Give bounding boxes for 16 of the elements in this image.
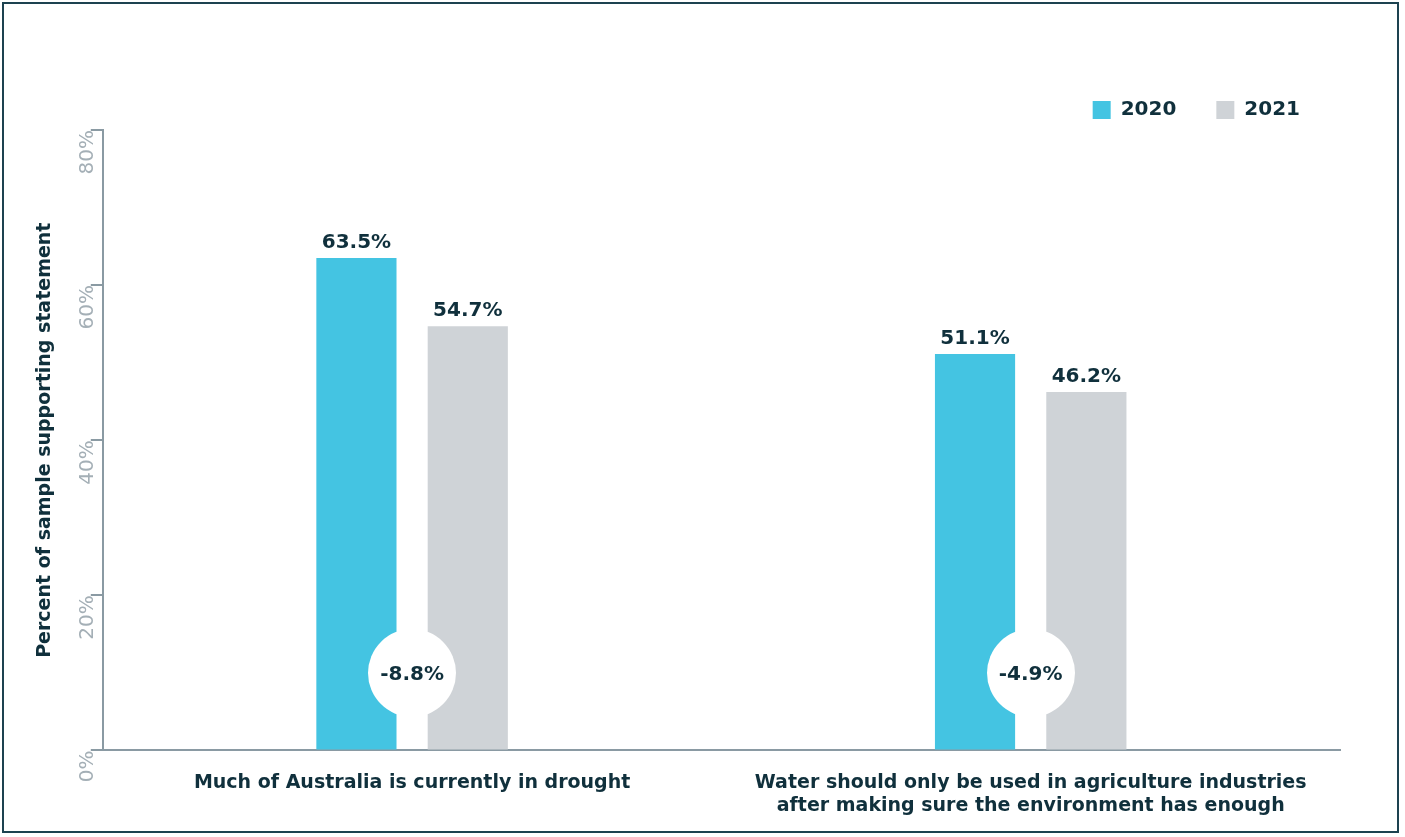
data-label: 51.1% bbox=[940, 325, 1010, 350]
y-tick-label: 60% bbox=[74, 285, 98, 330]
annotation: -4.9% bbox=[998, 660, 1063, 685]
y-tick-label: 20% bbox=[74, 595, 98, 640]
data-label: 63.5% bbox=[321, 229, 392, 254]
legend-label: 2021 bbox=[1244, 96, 1301, 121]
y-axis-title: Percent of sample supporting statement bbox=[32, 222, 55, 658]
x-tick-label: Water should only be used in agriculture industries after making sure the environment has enough bbox=[754, 769, 1307, 815]
annotation: -8.8% bbox=[380, 660, 444, 685]
y-tick-label: 40% bbox=[74, 440, 98, 485]
data-label: 54.7% bbox=[433, 297, 503, 322]
y-tick-label: 80% bbox=[74, 130, 98, 175]
y-tick-label: 0% bbox=[74, 750, 98, 783]
legend-label: 2020 bbox=[1120, 96, 1177, 121]
data-label: 46.2% bbox=[1051, 363, 1122, 388]
x-tick-label: Much of Australia is currently in drought bbox=[193, 769, 631, 792]
